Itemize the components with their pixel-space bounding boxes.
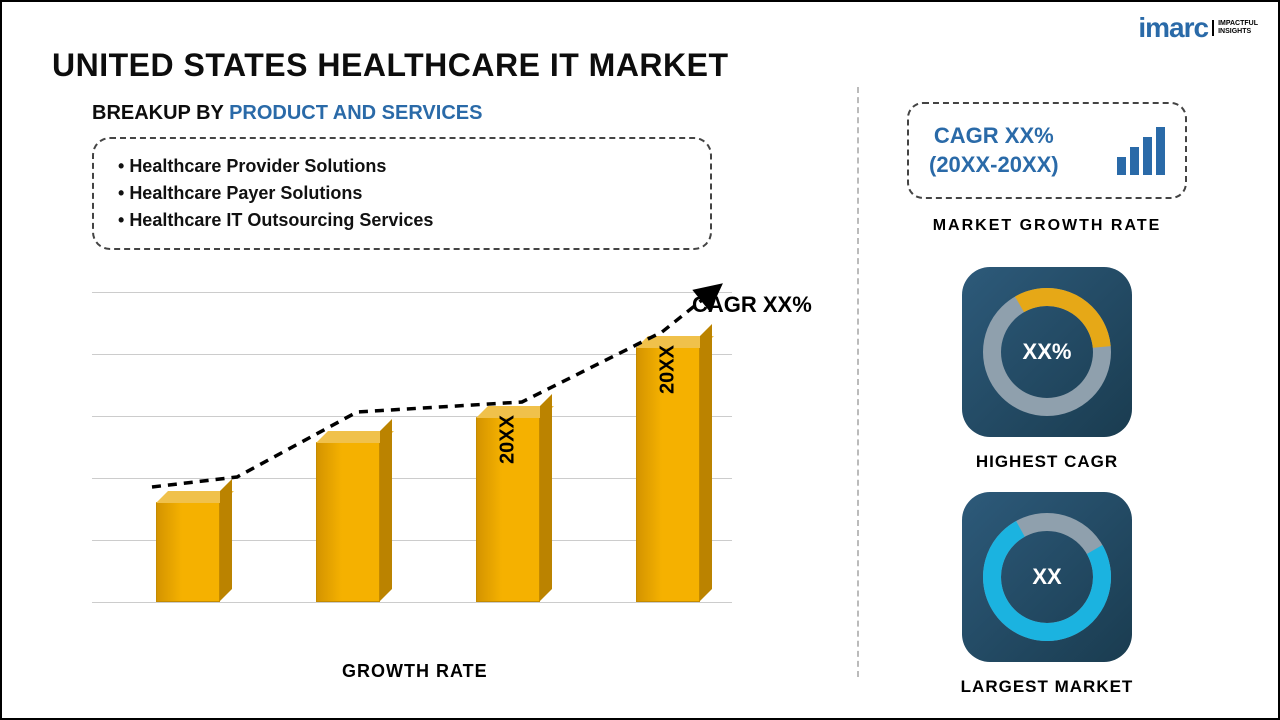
growth-chart: 20XX 20XX CAGR XX% GROWTH RATE — [92, 292, 792, 672]
tile-value: XX% — [1023, 339, 1072, 365]
breakup-item: Healthcare Provider Solutions — [118, 153, 686, 180]
mini-bar-icon — [1117, 127, 1165, 175]
largest-market-label: LARGEST MARKET — [907, 677, 1187, 697]
breakup-item: Healthcare IT Outsourcing Services — [118, 207, 686, 234]
largest-market-tile: XX — [962, 492, 1132, 662]
cagr-summary-text: CAGR XX%(20XX-20XX) — [929, 122, 1059, 179]
tile-value: XX — [1032, 564, 1061, 590]
chart-x-label: GROWTH RATE — [342, 661, 488, 682]
page-title: UNITED STATES HEALTHCARE IT MARKET — [52, 47, 729, 84]
cagr-annotation: CAGR XX% — [692, 292, 812, 318]
highest-cagr-label: HIGHEST CAGR — [907, 452, 1187, 472]
brand-logo: imarc IMPACTFULINSIGHTS — [1138, 12, 1258, 44]
cagr-summary-box: CAGR XX%(20XX-20XX) — [907, 102, 1187, 199]
market-growth-label: MARKET GROWTH RATE — [907, 217, 1187, 235]
breakup-list-box: Healthcare Provider Solutions Healthcare… — [92, 137, 712, 250]
breakup-item: Healthcare Payer Solutions — [118, 180, 686, 207]
trend-line — [122, 272, 742, 582]
vertical-divider — [857, 87, 859, 677]
logo-tagline: IMPACTFULINSIGHTS — [1212, 20, 1258, 35]
logo-text: imarc — [1138, 12, 1208, 44]
subtitle: BREAKUP BY PRODUCT AND SERVICES — [92, 102, 482, 125]
highest-cagr-tile: XX% — [962, 267, 1132, 437]
